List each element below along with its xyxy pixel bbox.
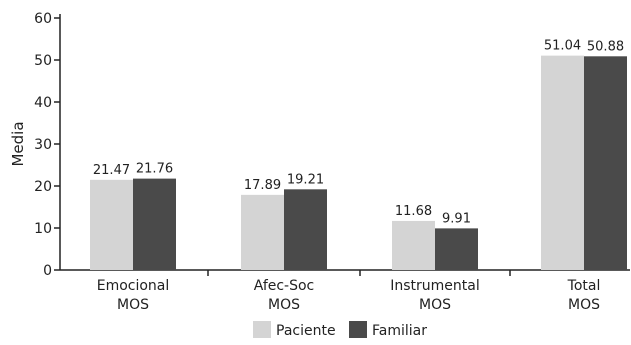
y-tick-label: 60 (34, 11, 52, 27)
x-category-label: Afec-Soc (254, 278, 315, 294)
legend-label-familiar: Familiar (372, 323, 427, 339)
data-label: 51.04 (544, 39, 581, 54)
data-label: 9.91 (442, 211, 471, 226)
y-tick-label: 40 (34, 95, 52, 111)
y-tick-label: 20 (34, 179, 52, 195)
data-label: 21.76 (136, 162, 173, 177)
bar-paciente (241, 194, 284, 270)
x-category-label: MOS (268, 297, 300, 313)
bar-familiar (584, 56, 627, 270)
x-category-label: MOS (568, 297, 600, 313)
y-axis-title: Media (9, 121, 27, 166)
bar-paciente (392, 220, 435, 270)
y-tick-label: 50 (34, 53, 52, 69)
bar-paciente (541, 55, 584, 270)
bar-familiar (133, 178, 176, 270)
x-category-label: Emocional (97, 278, 170, 294)
y-tick-label: 10 (34, 221, 52, 237)
legend-swatch-familiar (349, 321, 367, 338)
legend-swatch-paciente (253, 321, 271, 338)
data-label: 50.88 (587, 39, 624, 54)
x-category-label: MOS (117, 297, 149, 313)
data-label: 19.21 (287, 172, 324, 187)
x-category-label: MOS (419, 297, 451, 313)
x-category-label: Instrumental (390, 278, 480, 294)
legend-label-paciente: Paciente (276, 323, 336, 339)
bar-familiar (284, 189, 327, 270)
y-tick-label: 30 (34, 137, 52, 153)
data-label: 21.47 (93, 163, 130, 178)
bar-paciente (90, 179, 133, 270)
bar-familiar (435, 228, 478, 270)
data-label: 11.68 (395, 204, 432, 219)
x-category-label: Total (567, 278, 601, 294)
y-tick-label: 0 (43, 263, 52, 279)
data-label: 17.89 (244, 178, 281, 193)
